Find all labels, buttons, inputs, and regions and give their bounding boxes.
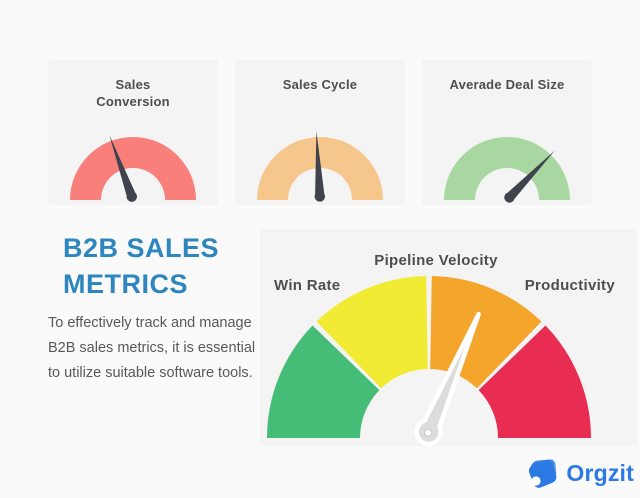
gauge-arc	[70, 137, 196, 200]
intro-paragraph-line-3: to utilize suitable software tools.	[48, 365, 253, 381]
brand-name: Orgzit	[566, 459, 634, 486]
average-deal-size-gauge	[444, 137, 570, 203]
mini-gauge-row: Sales Conversion Sales Cycle Averade Dea…	[48, 60, 592, 205]
gauge-needle	[314, 131, 325, 202]
gauge-arc	[444, 137, 570, 200]
gauge-needle	[504, 150, 555, 203]
average-deal-size-title: Averade Deal Size	[449, 77, 565, 92]
label-pipeline-velocity: Pipeline Velocity	[374, 252, 498, 269]
gauge-arc	[257, 137, 383, 200]
segment-red	[478, 325, 591, 438]
segment-yellow	[316, 276, 428, 389]
sales-conversion-title: Sales Conversion	[96, 77, 170, 109]
card-sales-conversion: Sales Conversion	[48, 60, 218, 205]
needle-hub-dot	[424, 428, 433, 437]
card-average-deal-size: Averade Deal Size	[422, 60, 592, 205]
gauge-needle	[109, 135, 137, 202]
brand-footer: Orgzit	[525, 454, 634, 492]
intro-block: B2B SALES METRICS To effectively track a…	[48, 230, 280, 386]
page-title-line-2: METRICS	[63, 269, 188, 299]
segment-green	[267, 325, 380, 438]
sales-conversion-gauge	[70, 135, 196, 202]
intro-paragraph-line-1: To effectively track and manage	[48, 315, 252, 331]
orgzit-logo-icon	[529, 459, 557, 488]
intro-paragraph: To effectively track and manage B2B sale…	[48, 311, 280, 386]
main-gauge-needle	[414, 311, 481, 446]
page-title-line-1: B2B SALES	[63, 233, 220, 263]
sales-cycle-gauge	[257, 131, 383, 202]
card-sales-cycle: Sales Cycle	[235, 60, 405, 205]
sales-cycle-title: Sales Cycle	[282, 77, 358, 92]
main-gauge	[267, 276, 591, 446]
page-title: B2B SALES METRICS	[48, 230, 280, 302]
label-win-rate: Win Rate	[274, 277, 341, 294]
intro-paragraph-line-2: B2B sales metrics, it is essential	[48, 340, 256, 356]
label-productivity: Productivity	[524, 277, 615, 294]
card-main-gauge: Pipeline Velocity Win Rate Productivity	[260, 229, 637, 446]
